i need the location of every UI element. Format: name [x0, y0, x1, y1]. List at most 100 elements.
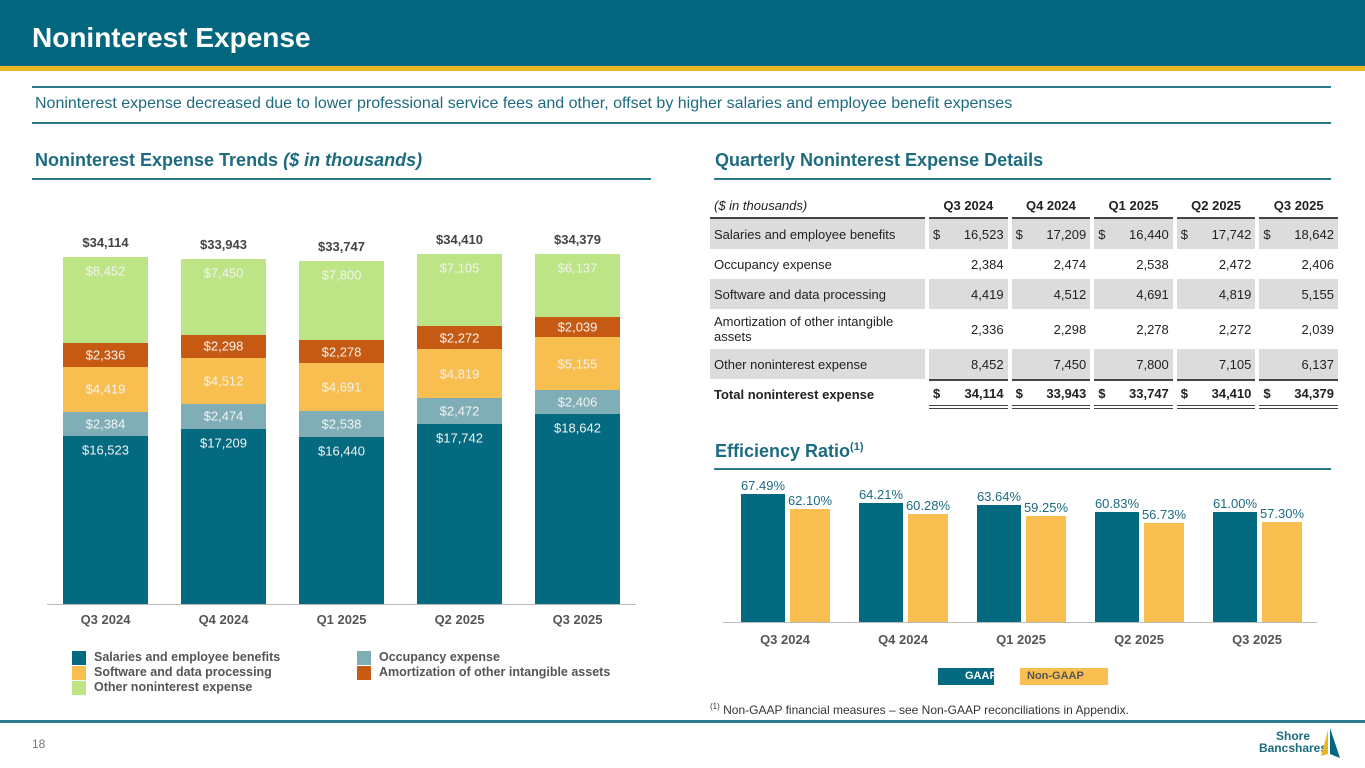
cell-value: 2,406	[1301, 256, 1334, 272]
legend-item-nongaap	[1020, 668, 1108, 685]
column-header: Q4 2024	[1011, 193, 1091, 219]
total-label: $34,410	[436, 231, 483, 247]
bar-segment-other	[299, 260, 384, 341]
cell-value: 33,943	[1046, 385, 1087, 401]
data-label-software: $4,819	[439, 366, 480, 382]
trends-heading: Noninterest Expense Trends ($ in thousan…	[35, 150, 422, 171]
bar-segment-software	[299, 363, 384, 411]
column-header: Q3 2025	[1259, 193, 1338, 219]
table-cell: 4,819	[1176, 279, 1256, 309]
table-cell: 5,155	[1259, 279, 1338, 309]
table-cell: $33,747	[1094, 379, 1173, 409]
bar-gaap	[1095, 512, 1139, 622]
bar-segment-occupancy	[63, 411, 148, 436]
noninterest-expense-chart: $16,523 $2,384 $4,419 $2,336 $8,452 $34,114 Q3…	[0, 0, 700, 700]
data-label-other: $7,450	[203, 265, 244, 281]
cell-value: 4,691	[1136, 286, 1169, 302]
bar-segment-occupancy	[299, 410, 384, 437]
bar-segment-occupancy	[417, 398, 502, 424]
table-row: Amortization of other intangible assets 2…	[710, 309, 1338, 349]
x-tick-label: Q3 2024	[760, 632, 810, 647]
data-label-occupancy: $2,472	[439, 403, 480, 419]
table-cell: $34,410	[1176, 379, 1256, 409]
table-cell: 2,406	[1259, 249, 1338, 279]
total-row: Total noninterest expense $34,114 $33,943 $…	[710, 379, 1338, 409]
total-label: $34,379	[554, 232, 601, 248]
legend-label-gaap: GAAP	[965, 670, 997, 682]
footnote: (1) Non-GAAP financial measures – see No…	[710, 702, 1129, 717]
currency-symbol: $	[1015, 385, 1023, 401]
legend-label-occupancy: Occupancy expense	[379, 650, 500, 664]
data-label-amortization: $2,336	[85, 347, 126, 363]
data-label-software: $5,155	[557, 356, 598, 372]
table-cell: $34,379	[1259, 379, 1338, 409]
divider	[32, 178, 651, 180]
bar-segment-amortization	[181, 334, 266, 358]
x-tick-label: Q3 2025	[1232, 632, 1282, 647]
bar-segment-other	[181, 258, 266, 335]
table-cell: $16,440	[1094, 219, 1173, 249]
currency-symbol: $	[1180, 385, 1189, 401]
x-tick-label: Q2 2025	[1114, 632, 1164, 647]
table-row: Software and data processing 4,419 4,512 4,…	[710, 279, 1338, 309]
table-cell: 4,419	[929, 279, 1008, 309]
subtitle: Noninterest expense decreased due to low…	[35, 95, 1013, 112]
table-cell: 4,512	[1011, 279, 1091, 309]
currency-symbol: $	[933, 385, 941, 401]
data-label-gaap: 60.83%	[1094, 496, 1140, 512]
data-label-salaries: $16,523	[82, 442, 129, 458]
divider	[32, 86, 1331, 88]
table-cell: 7,800	[1094, 349, 1173, 379]
data-label-salaries: $18,642	[554, 420, 601, 436]
data-label-other: $8,452	[85, 263, 126, 279]
table-cell: 8,452	[929, 349, 1008, 379]
cell-value: 7,105	[1218, 356, 1252, 372]
table-cell: $33,943	[1011, 379, 1091, 409]
row-label: Salaries and employee benefits	[710, 219, 925, 249]
currency-symbol: $	[1263, 385, 1271, 401]
data-label-occupancy: $2,406	[557, 394, 598, 410]
data-label-amortization: $2,039	[557, 319, 598, 335]
data-label-nongaap: 57.30%	[1259, 505, 1305, 521]
bar-segment-amortization	[417, 326, 502, 350]
bar-segment-amortization	[63, 342, 148, 367]
cell-value: 18,642	[1294, 226, 1334, 242]
cell-value: 2,384	[971, 256, 1004, 272]
column-header: Q1 2025	[1094, 193, 1173, 219]
header-bar	[0, 0, 1365, 66]
data-label-nongaap: 62.10%	[787, 492, 833, 508]
data-label-software: $4,512	[203, 373, 244, 389]
legend-label-other: Other noninterest expense	[94, 680, 253, 694]
table-cell: 6,137	[1259, 349, 1338, 379]
bar-segment-salaries	[417, 423, 502, 604]
bar-segment-software	[535, 337, 620, 390]
cell-value: 33,747	[1129, 385, 1169, 401]
bar-segment-software	[417, 349, 502, 399]
table-cell: $16,523	[929, 219, 1008, 249]
shore-bancshares-logo: Shore Bancshares	[1252, 728, 1342, 762]
data-label-other: $7,105	[439, 260, 480, 276]
data-label-occupancy: $2,474	[203, 408, 244, 424]
bar-segment-occupancy	[535, 389, 620, 415]
bar-segment-software	[63, 366, 148, 412]
bar-segment-salaries	[299, 436, 384, 604]
data-label-gaap: 63.64%	[976, 488, 1022, 504]
efficiency-footnote-marker: (1)	[850, 441, 864, 453]
expense-details-table: ($ in thousands) Q3 2024 Q4 2024 Q1 2025 Q2 …	[706, 193, 1342, 409]
bar-nongaap	[1026, 516, 1066, 622]
table-cell: 4,691	[1094, 279, 1173, 309]
cell-value: 2,336	[971, 321, 1004, 337]
total-label: $33,943	[200, 236, 247, 252]
bar-segment-salaries	[535, 414, 620, 604]
row-label: Other noninterest expense	[710, 349, 925, 379]
cell-value: 16,523	[963, 226, 1004, 242]
table-cell: 2,538	[1094, 249, 1173, 279]
x-axis	[47, 604, 636, 605]
cell-value: 8,452	[971, 356, 1004, 372]
table-cell: 2,272	[1177, 309, 1256, 349]
data-label-other: $7,800	[321, 267, 362, 283]
bar-segment-other	[417, 253, 502, 327]
data-label-software: $4,419	[85, 381, 126, 397]
data-label-nongaap: 60.28%	[905, 497, 951, 513]
bar-nongaap	[1144, 523, 1184, 622]
